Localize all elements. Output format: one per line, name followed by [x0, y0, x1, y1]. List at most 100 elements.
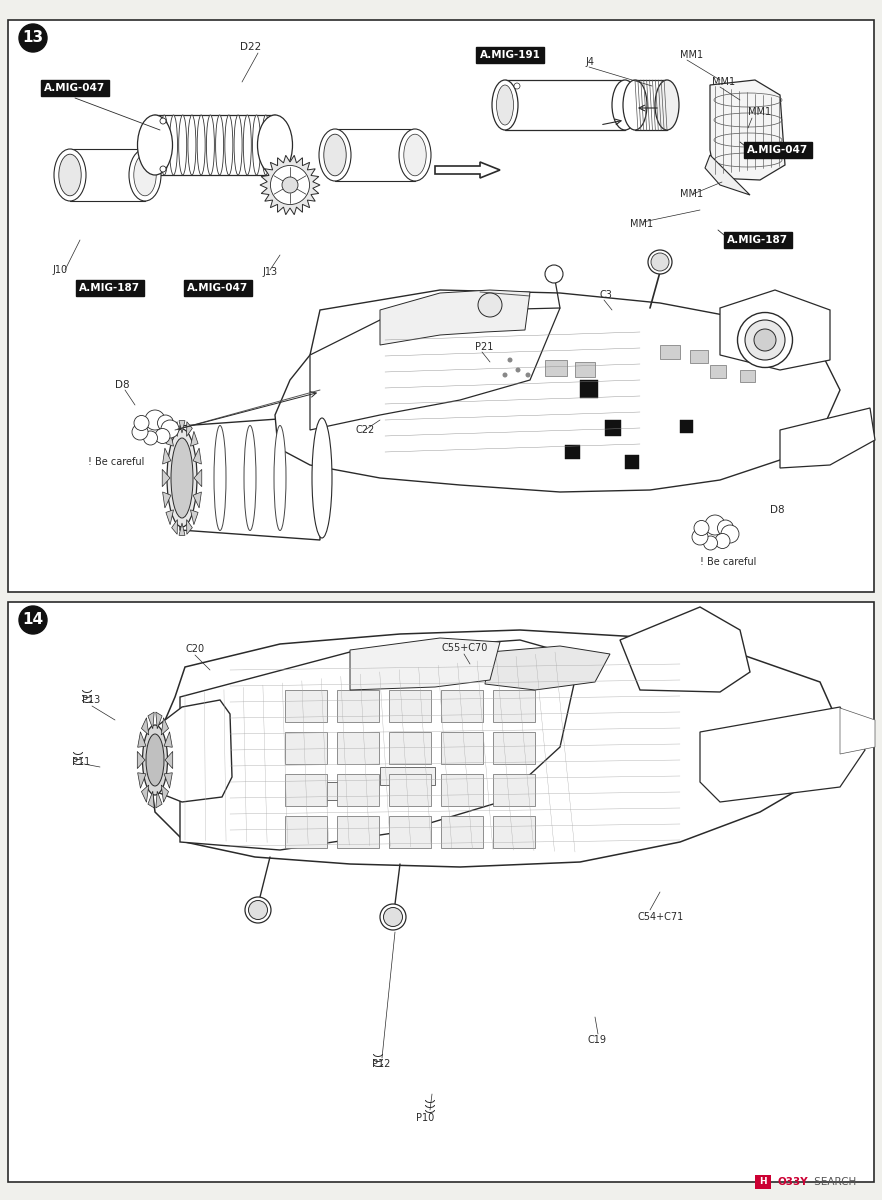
Polygon shape: [705, 155, 750, 194]
Text: J10: J10: [52, 265, 67, 275]
Polygon shape: [141, 785, 149, 803]
Ellipse shape: [243, 115, 251, 175]
Ellipse shape: [167, 428, 197, 527]
Text: A.MIG-187: A.MIG-187: [79, 283, 140, 293]
Circle shape: [134, 415, 149, 431]
Polygon shape: [162, 492, 171, 508]
Bar: [740, 370, 755, 382]
Polygon shape: [193, 448, 201, 464]
Text: 13: 13: [22, 30, 43, 46]
Bar: [580, 380, 598, 398]
Ellipse shape: [399, 128, 431, 181]
Polygon shape: [191, 510, 198, 524]
Text: C3: C3: [600, 290, 613, 300]
Text: ! Be careful: ! Be careful: [88, 457, 145, 467]
Polygon shape: [335, 128, 415, 181]
Bar: [660, 346, 680, 359]
Ellipse shape: [492, 80, 518, 130]
Polygon shape: [156, 712, 162, 728]
Polygon shape: [164, 773, 172, 788]
Bar: [337, 690, 379, 722]
Ellipse shape: [252, 115, 260, 175]
Bar: [285, 816, 327, 848]
Ellipse shape: [188, 115, 196, 175]
Text: P12: P12: [372, 1058, 391, 1069]
Bar: [285, 732, 327, 764]
Ellipse shape: [244, 426, 256, 530]
Bar: [389, 774, 431, 806]
Polygon shape: [138, 732, 146, 748]
Ellipse shape: [745, 320, 785, 360]
Bar: [755, 1175, 771, 1189]
Bar: [625, 455, 639, 469]
Polygon shape: [166, 431, 174, 446]
Circle shape: [507, 358, 512, 362]
Polygon shape: [187, 520, 192, 534]
Bar: [545, 360, 567, 376]
Circle shape: [144, 431, 158, 445]
Ellipse shape: [54, 149, 86, 200]
Ellipse shape: [404, 134, 426, 175]
Ellipse shape: [655, 80, 679, 130]
Text: H: H: [759, 1177, 766, 1187]
Polygon shape: [720, 290, 830, 370]
Ellipse shape: [545, 265, 563, 283]
Polygon shape: [152, 700, 232, 802]
Bar: [493, 690, 535, 722]
Ellipse shape: [143, 725, 168, 794]
Circle shape: [514, 83, 520, 89]
Text: J13: J13: [262, 266, 277, 277]
Bar: [441, 774, 483, 806]
Ellipse shape: [271, 115, 279, 175]
Polygon shape: [150, 630, 840, 866]
Text: P13: P13: [82, 695, 101, 704]
Bar: [337, 774, 379, 806]
Polygon shape: [840, 708, 875, 754]
Polygon shape: [435, 162, 500, 178]
Polygon shape: [350, 638, 500, 690]
Ellipse shape: [225, 115, 233, 175]
Polygon shape: [505, 80, 625, 130]
Circle shape: [19, 606, 47, 634]
Circle shape: [717, 520, 734, 536]
Ellipse shape: [151, 115, 159, 175]
Ellipse shape: [258, 115, 293, 175]
Text: P11: P11: [72, 757, 90, 767]
Ellipse shape: [384, 907, 402, 926]
Ellipse shape: [612, 80, 638, 130]
Circle shape: [158, 415, 174, 431]
Text: A.MIG-187: A.MIG-187: [728, 235, 789, 245]
Text: MM1: MM1: [712, 77, 735, 86]
Polygon shape: [179, 523, 185, 535]
Polygon shape: [161, 785, 168, 803]
Text: C22: C22: [355, 425, 374, 434]
Ellipse shape: [59, 154, 81, 196]
Text: SEARCH: SEARCH: [811, 1177, 856, 1187]
Text: MM1: MM1: [630, 218, 654, 229]
Polygon shape: [180, 416, 320, 540]
Text: A.MIG-191: A.MIG-191: [480, 50, 541, 60]
Polygon shape: [172, 520, 177, 534]
Circle shape: [503, 372, 507, 378]
Bar: [389, 732, 431, 764]
Bar: [285, 774, 327, 806]
Polygon shape: [193, 492, 201, 508]
Polygon shape: [700, 707, 865, 802]
Text: ! Be careful: ! Be careful: [700, 557, 757, 566]
Bar: [690, 350, 708, 362]
Text: J4: J4: [585, 56, 594, 67]
Bar: [380, 767, 435, 785]
Ellipse shape: [249, 900, 267, 919]
Bar: [575, 362, 595, 377]
Circle shape: [155, 428, 170, 444]
Circle shape: [515, 367, 520, 372]
Circle shape: [160, 118, 166, 124]
Polygon shape: [165, 751, 173, 768]
Circle shape: [694, 521, 709, 535]
Ellipse shape: [179, 115, 187, 175]
Bar: [337, 816, 379, 848]
Ellipse shape: [171, 438, 193, 518]
Polygon shape: [780, 408, 875, 468]
Polygon shape: [164, 732, 172, 748]
Polygon shape: [138, 751, 145, 768]
